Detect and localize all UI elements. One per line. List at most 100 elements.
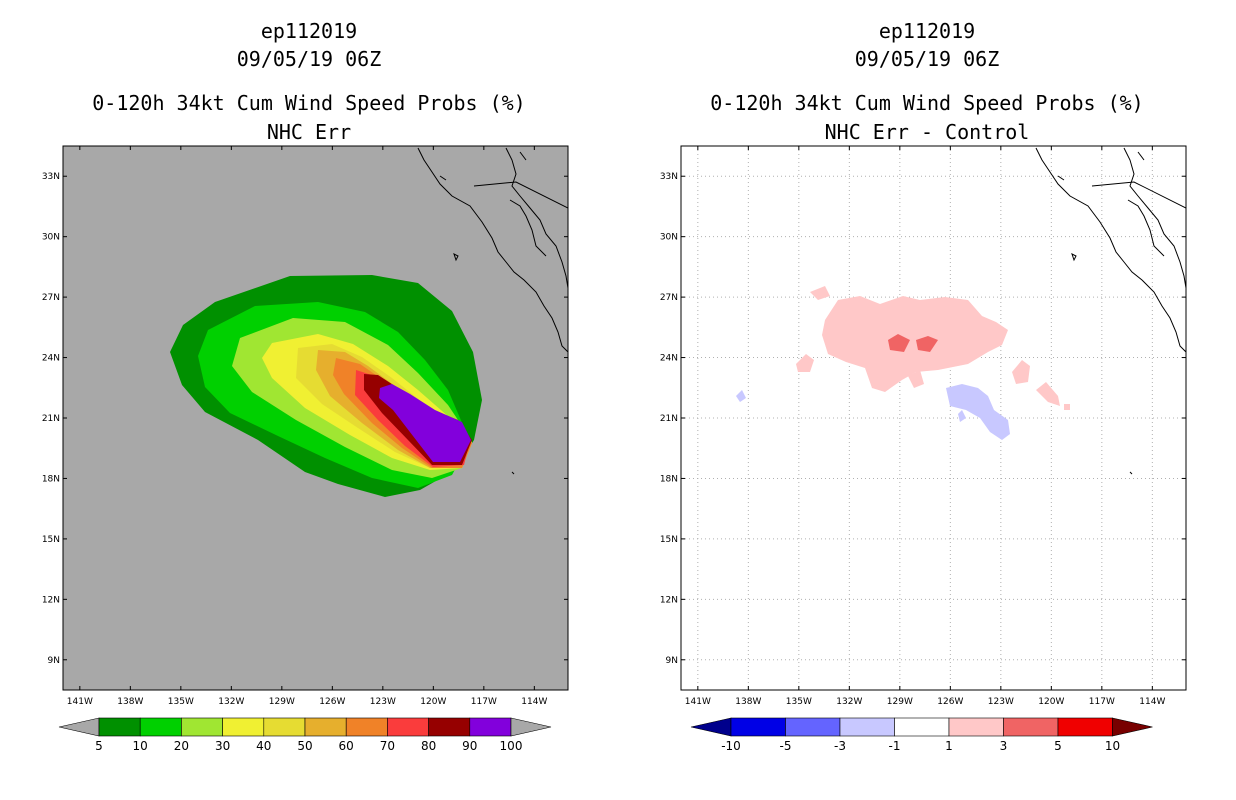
colorbar-label: 30 [215, 739, 230, 753]
positive-difference-area [1064, 404, 1070, 410]
lon-tick-label: 132W [836, 697, 862, 707]
lat-tick-label: 30N [660, 233, 678, 243]
colorbar-swatch [730, 717, 786, 737]
colorbar-swatch [263, 717, 306, 737]
lat-tick-label: 21N [42, 414, 60, 424]
colorbar-swatch [304, 717, 347, 737]
colorbar-swatch [222, 717, 265, 737]
negative-difference-area [736, 390, 746, 402]
colorbar-label: 80 [421, 739, 436, 753]
positive-difference-area [796, 354, 814, 372]
lon-tick-label: 117W [1089, 697, 1115, 707]
colorbar-swatch [785, 717, 841, 737]
coastline [1137, 151, 1145, 161]
coastline [1035, 147, 1186, 353]
lon-tick-label: 120W [1038, 697, 1064, 707]
coastline [1123, 147, 1186, 289]
colorbar-swatch [839, 717, 895, 737]
lat-tick-label: 12N [42, 595, 60, 605]
island-outline [453, 253, 459, 262]
colorbar-swatch [469, 717, 512, 737]
lon-tick-label: 123W [988, 697, 1014, 707]
chart-subtitle: NHC Err - Control [824, 120, 1030, 144]
chart-title: 0-120h 34kt Cum Wind Speed Probs (%) [710, 91, 1144, 115]
colorbar-swatch [98, 717, 141, 737]
positive-difference-area [908, 370, 924, 388]
coastline [1127, 199, 1165, 257]
colorbar-label: -5 [780, 739, 792, 753]
left-panel: ep112019 09/05/19 06Z 0-120h 34kt Cum Wi… [42, 19, 569, 753]
lat-tick-label: 12N [660, 595, 678, 605]
colorbar-swatch [428, 717, 471, 737]
colorbar-swatch [387, 717, 429, 737]
negative-difference-area [958, 410, 966, 422]
datetime: 09/05/19 06Z [236, 47, 382, 71]
lat-tick-label: 18N [660, 474, 678, 484]
lat-tick-label: 33N [42, 172, 60, 182]
lon-tick-label: 129W [269, 697, 295, 707]
lon-tick-label: 141W [67, 697, 93, 707]
colorbar-label: 40 [256, 739, 271, 753]
colorbar-label: 5 [95, 739, 103, 753]
lat-tick-label: 18N [42, 474, 60, 484]
right-panel: ep112019 09/05/19 06Z 0-120h 34kt Cum Wi… [618, 0, 1236, 800]
lon-tick-label: 126W [319, 697, 345, 707]
lat-tick-label: 33N [660, 172, 678, 182]
lat-tick-label: 9N [48, 656, 60, 666]
storm-id: ep112019 [878, 19, 976, 43]
colorbar-swatch [1057, 717, 1113, 737]
positive-difference-area [810, 286, 830, 300]
lon-tick-label: 114W [521, 697, 547, 707]
colorbar-label: 20 [174, 739, 189, 753]
colorbar-label: 10 [133, 739, 148, 753]
storm-id: ep112019 [260, 19, 358, 43]
colorbar-under-arrow [690, 717, 732, 737]
coastline [417, 147, 568, 353]
negative-difference-area [946, 384, 1010, 440]
colorbar-label: 90 [462, 739, 477, 753]
colorbar-over-arrow [1112, 717, 1153, 737]
colorbar-swatch [139, 717, 182, 737]
positive-difference-area [822, 296, 1008, 392]
positive-difference-area [1036, 382, 1060, 406]
coastline [439, 175, 447, 181]
coastline [473, 181, 568, 209]
lon-tick-label: 138W [735, 697, 761, 707]
coastline [509, 199, 547, 257]
positive-difference-area [1012, 360, 1030, 384]
lat-tick-label: 9N [666, 656, 678, 666]
lon-tick-label: 123W [370, 697, 396, 707]
colorbar-under-arrow [58, 717, 100, 737]
colorbar-label: -10 [721, 739, 741, 753]
colorbar-label: 60 [339, 739, 354, 753]
colorbar-label: 10 [1105, 739, 1120, 753]
lat-tick-label: 15N [42, 535, 60, 545]
lon-tick-label: 132W [218, 697, 244, 707]
lat-tick-label: 30N [42, 233, 60, 243]
colorbar-label: -3 [834, 739, 846, 753]
positive-difference-area [888, 334, 910, 352]
colorbar-swatch [948, 717, 1004, 737]
lon-tick-label: 114W [1139, 697, 1165, 707]
coastline [505, 147, 568, 289]
chart-subtitle: NHC Err [266, 120, 352, 144]
lon-tick-label: 138W [117, 697, 143, 707]
lon-tick-label: 141W [685, 697, 711, 707]
colorbar-swatch [1003, 717, 1059, 737]
difference-map: 141W 138W 135W 132W 129W 126W 123W 120W 117W 114W… [660, 145, 1187, 753]
lon-tick-label: 135W [168, 697, 194, 707]
colorbar-swatch [181, 717, 223, 737]
probability-map: 141W 138W 135W 132W 129W 126W 123W 120W 117W 114W… [42, 145, 569, 753]
lat-tick-label: 27N [42, 293, 60, 303]
lat-tick-label: 15N [660, 535, 678, 545]
datetime: 09/05/19 06Z [854, 47, 1000, 71]
colorbar-label: 50 [297, 739, 312, 753]
colorbar-label: 5 [1054, 739, 1062, 753]
colorbar-over-arrow [510, 717, 552, 737]
colorbar-label: -1 [889, 739, 901, 753]
lat-tick-label: 21N [660, 414, 678, 424]
coastline [1091, 181, 1186, 209]
coastline [1129, 471, 1133, 475]
coastline [511, 471, 515, 475]
coastline [1057, 175, 1065, 181]
